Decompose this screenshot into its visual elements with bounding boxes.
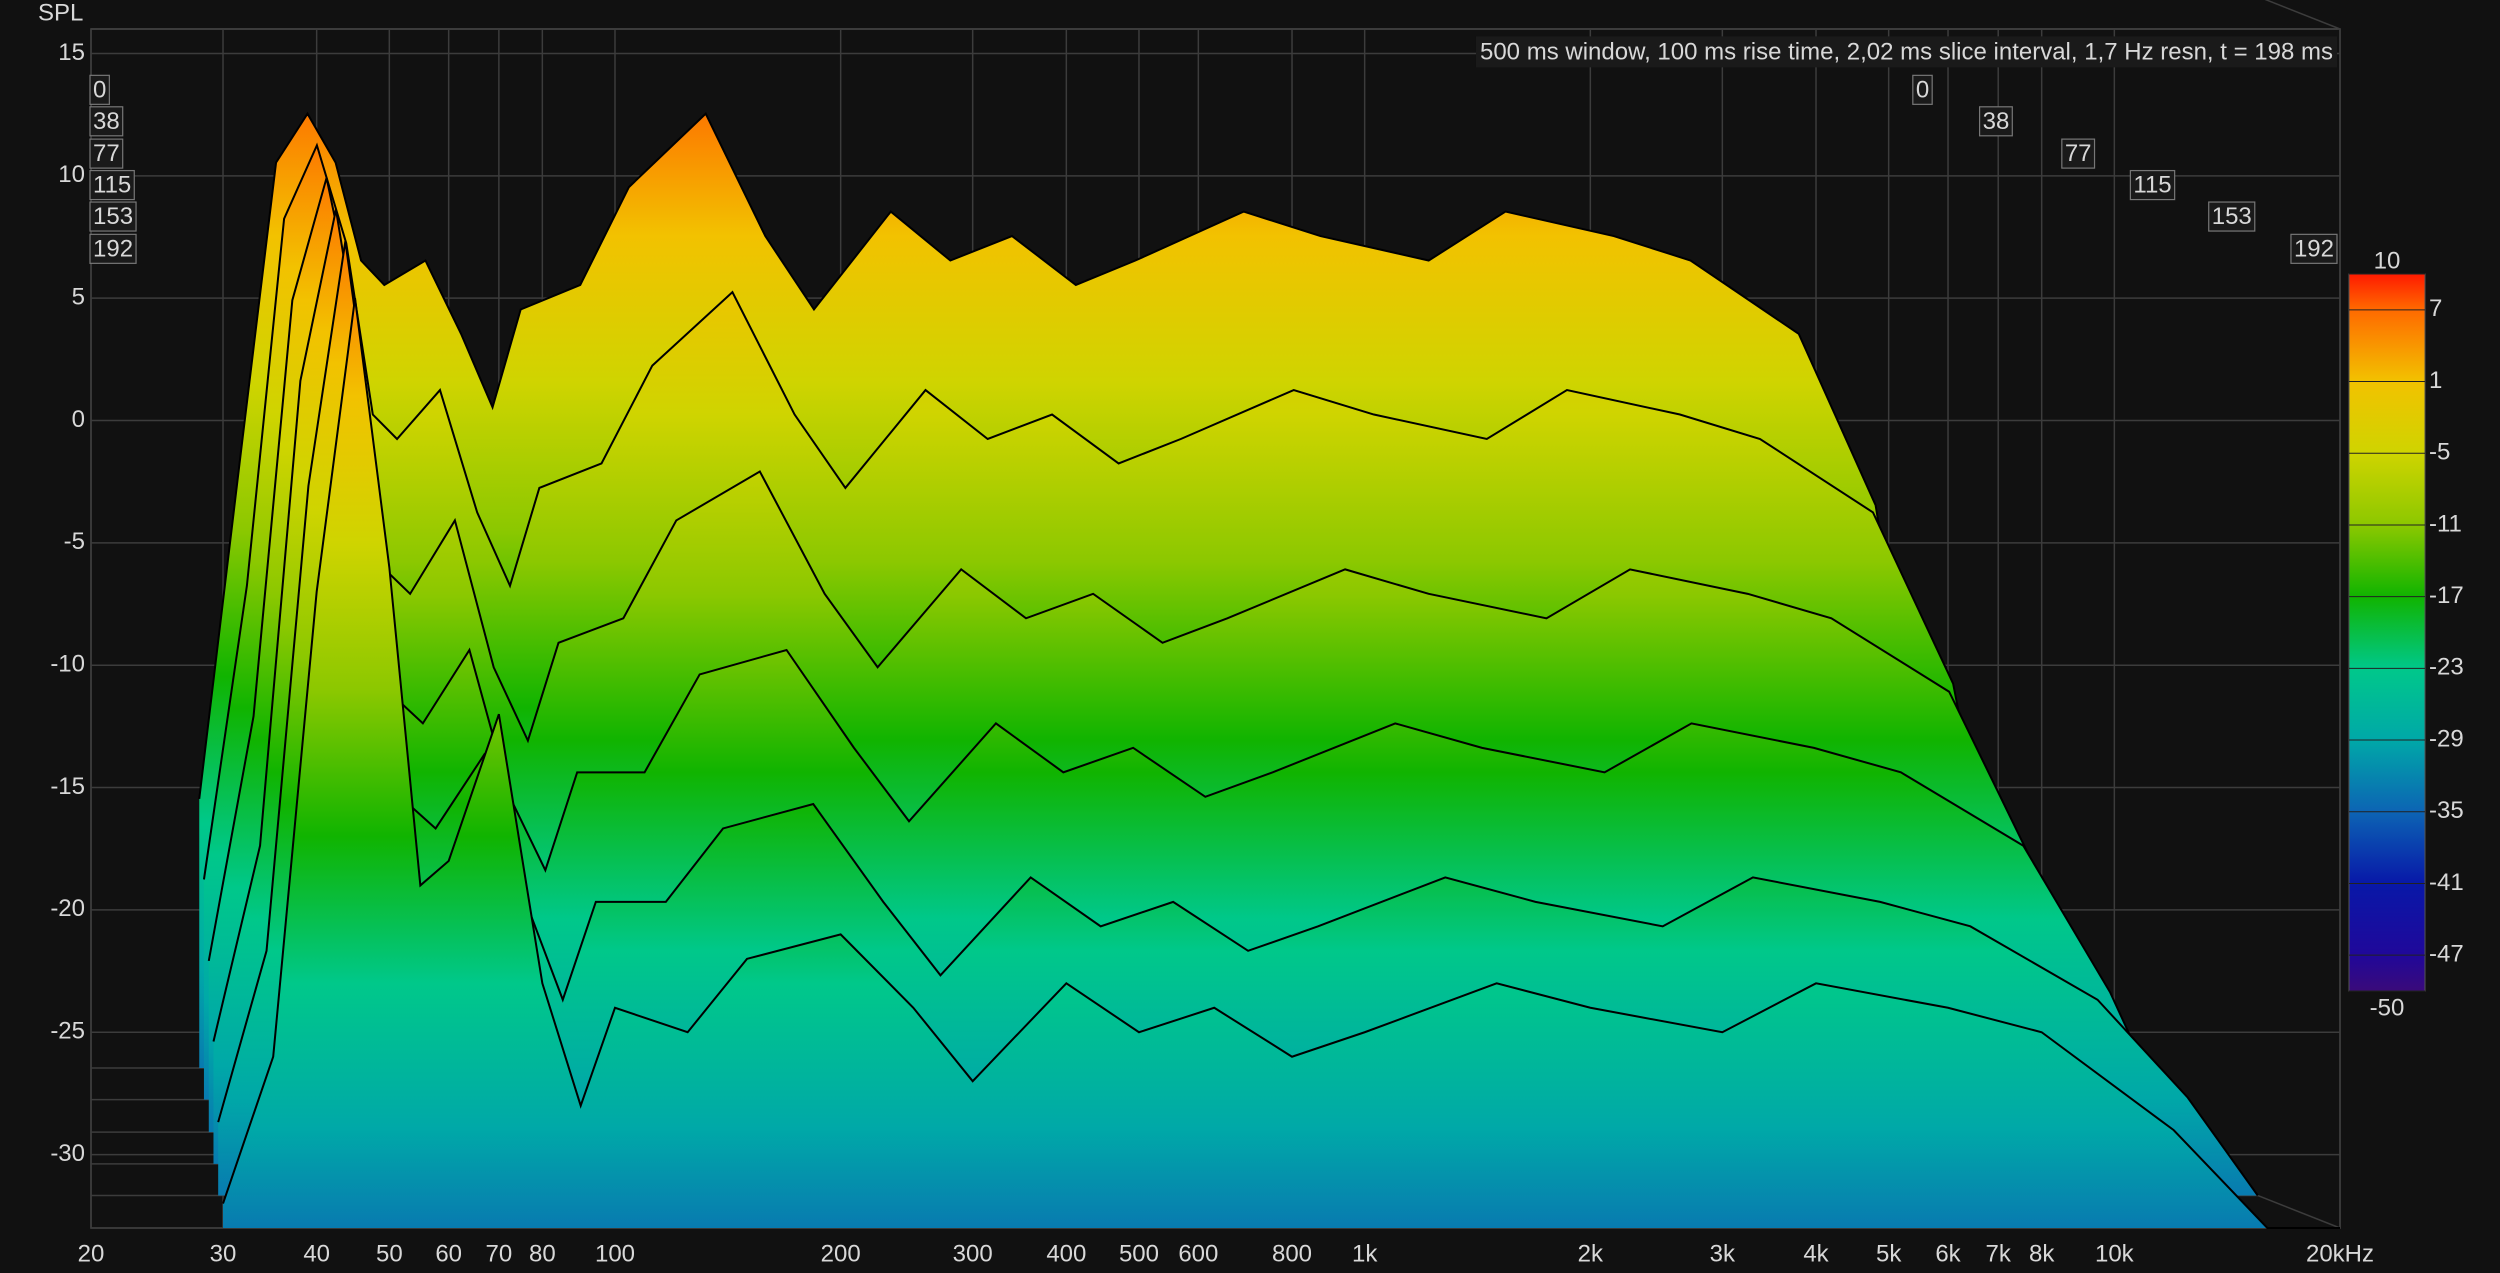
y-tick-label: 5: [72, 284, 85, 311]
x-tick-label: 30: [210, 1240, 237, 1267]
y-tick-label: 15: [58, 39, 85, 66]
colorbar-label: -11: [2429, 510, 2462, 537]
x-tick-label: 7k: [1986, 1240, 2012, 1267]
x-tick-label: 40: [303, 1240, 330, 1267]
colorbar-label: -5: [2429, 439, 2450, 466]
x-tick-label: 1k: [1352, 1240, 1378, 1267]
y-tick-label: -25: [50, 1018, 85, 1045]
label-box: [2129, 169, 2176, 201]
x-tick-label: 10k: [2095, 1240, 2135, 1267]
colorbar-label: -17: [2429, 582, 2464, 609]
x-tick-label: 60: [435, 1240, 462, 1267]
depth-tick-label: 115: [2133, 172, 2171, 199]
slice-line: [198, 111, 1937, 873]
depth-tick-label: 115: [93, 172, 131, 199]
y-tick-label: -5: [64, 528, 85, 555]
label-box: [89, 201, 137, 232]
label-box: [89, 169, 135, 201]
label-box: [89, 233, 137, 264]
x-tick-label: 80: [529, 1240, 556, 1267]
x-tick-label: 2k: [1578, 1240, 1604, 1267]
colorbar-label: -35: [2429, 797, 2464, 824]
colorbar-label: -29: [2429, 725, 2464, 752]
slice-area: [223, 298, 2340, 1228]
label-box: [89, 106, 124, 137]
x-tick-label: 70: [486, 1240, 513, 1267]
colorbar-label: -23: [2429, 654, 2464, 681]
colorbar-label: -41: [2429, 869, 2464, 896]
x-tick-label: 6k: [1935, 1240, 1961, 1267]
label-box: [1978, 106, 2013, 137]
y-tick-label: -15: [50, 773, 85, 800]
x-tick-label: 100: [595, 1240, 635, 1267]
colorbar-label: 1: [2429, 367, 2442, 394]
colorbar-label: 7: [2429, 295, 2442, 322]
y-tick-label: -30: [50, 1140, 85, 1167]
depth-tick-label: 192: [93, 235, 133, 262]
colorbar-label: 10: [2374, 247, 2401, 274]
x-tick-label: 200: [821, 1240, 861, 1267]
label-box: [89, 138, 124, 169]
x-tick-label: 5k: [1876, 1240, 1902, 1267]
x-tick-label: 20kHz: [2306, 1240, 2374, 1267]
y-tick-label: 0: [72, 406, 85, 433]
slice-area: [218, 241, 2258, 1196]
x-tick-label: 20: [78, 1240, 105, 1267]
depth-tick-label: 192: [2294, 235, 2334, 262]
depth-tick-label: 0: [1916, 76, 1929, 103]
x-tick-label: 500: [1119, 1240, 1159, 1267]
annotation-box: [1475, 36, 2337, 68]
depth-axis: [2264, 0, 2341, 30]
x-tick-label: 400: [1046, 1240, 1086, 1267]
x-tick-label: 8k: [2029, 1240, 2055, 1267]
depth-tick-label: 38: [1983, 108, 2010, 135]
slice-line: [202, 142, 2017, 1002]
label-box: [2208, 201, 2256, 232]
depth-tick-label: 153: [93, 203, 133, 230]
colorbar-label: -50: [2370, 994, 2405, 1021]
label-box: [2290, 233, 2338, 264]
depth-tick-label: 153: [2212, 203, 2252, 230]
y-tick-label: -20: [50, 895, 85, 922]
depth-tick-label: 38: [93, 108, 120, 135]
label-box: [89, 74, 110, 105]
depth-tick-label: 0: [93, 76, 106, 103]
slice-line: [222, 298, 2340, 1229]
x-tick-label: 600: [1178, 1240, 1218, 1267]
y-axis-label: SPL: [38, 0, 83, 26]
x-tick-label: 800: [1272, 1240, 1312, 1267]
colorbar: [2348, 273, 2426, 992]
annotation: 500 ms window, 100 ms rise time, 2,02 ms…: [1480, 38, 2333, 65]
y-tick-label: 10: [58, 161, 85, 188]
depth-tick-label: 77: [2065, 140, 2092, 167]
x-tick-label: 300: [953, 1240, 993, 1267]
depth-tick-label: 77: [93, 140, 120, 167]
y-tick-label: -10: [50, 651, 85, 678]
x-tick-label: 50: [376, 1240, 403, 1267]
label-box: [2061, 138, 2096, 169]
colorbar-label: -47: [2429, 940, 2464, 967]
x-tick-label: 3k: [1710, 1240, 1736, 1267]
label-box: [1912, 74, 1933, 105]
x-tick-label: 4k: [1803, 1240, 1829, 1267]
